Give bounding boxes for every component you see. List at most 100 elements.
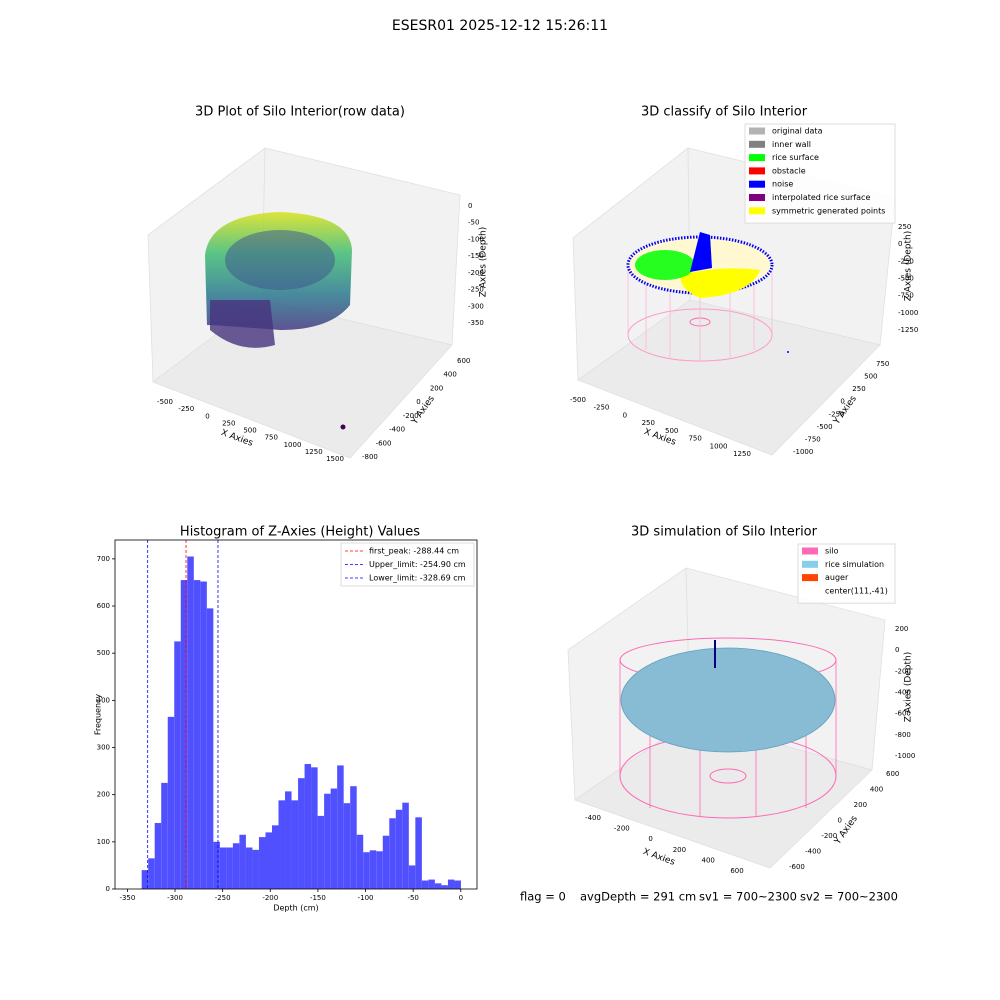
z-tick-label: 0	[898, 240, 902, 248]
x-tick-label: -350	[119, 894, 135, 902]
y-tick-label: 400	[97, 696, 110, 704]
x-tick-label: -250	[215, 894, 231, 902]
histogram-bar	[278, 800, 286, 889]
status-text: flag = 0	[520, 890, 566, 904]
y-tick-label: -200	[403, 412, 419, 420]
histogram-bar	[330, 788, 338, 889]
x-tick-label: -250	[593, 404, 609, 412]
legend-swatch	[802, 560, 818, 568]
z-tick-label: 0	[468, 202, 472, 210]
chart-title: 3D Plot of Silo Interior(row data)	[195, 105, 405, 120]
histogram-bar	[402, 802, 409, 889]
x-tick-label: 0	[623, 411, 627, 419]
x-tick-label: -500	[570, 396, 586, 404]
figure-title: ESESR01 2025-12-12 15:26:11	[392, 18, 608, 34]
y-tick-label: -750	[805, 435, 821, 443]
legend-label: Lower_limit: -328.69 cm	[369, 574, 466, 583]
legend-swatch	[749, 154, 765, 162]
legend-swatch	[749, 180, 765, 188]
x-tick-label: 1250	[733, 450, 751, 458]
z-tick-label: -1000	[895, 752, 915, 760]
y-tick-label: 100	[97, 838, 110, 846]
y-tick-label: -500	[817, 423, 833, 431]
histogram-bar	[271, 825, 279, 889]
z-tick-label: -250	[898, 257, 914, 265]
legend-swatch	[749, 140, 765, 148]
z-tick-label: -1000	[898, 309, 918, 317]
histogram-bar	[343, 803, 351, 889]
x-tick-label: -100	[358, 894, 374, 902]
z-axis-label: Z Axies (Depth)	[904, 652, 914, 723]
x-tick-label: 1000	[710, 442, 728, 450]
z-tick-label: -350	[468, 319, 484, 327]
y-tick-label: -400	[805, 848, 821, 856]
plot-frame	[114, 539, 478, 890]
histogram-bar	[454, 880, 461, 889]
histogram-bar	[161, 782, 168, 889]
histogram-bar	[285, 791, 292, 889]
histogram-bar	[298, 778, 305, 889]
z-tick-label: 0	[895, 646, 899, 654]
histogram-bar	[252, 849, 259, 889]
histogram-bar	[324, 793, 331, 889]
z-axis-label: Z Axies (Depth)	[904, 231, 914, 302]
legend-swatch	[749, 207, 765, 215]
legend-label: center(111,-41)	[825, 586, 888, 595]
histogram-bar	[180, 580, 188, 889]
y-axis-label: Frequency	[94, 694, 103, 736]
x-tick-label: -500	[157, 398, 173, 406]
x-tick-label: 600	[730, 867, 743, 875]
histogram-bar	[141, 870, 149, 889]
y-tick-label: 600	[97, 602, 110, 610]
x-tick-label: 250	[642, 419, 655, 427]
histogram-bar	[356, 834, 364, 889]
x-tick-label: 0	[205, 412, 209, 420]
histogram-bar	[265, 832, 272, 889]
histogram-bar	[154, 822, 162, 889]
y-tick-label: -400	[389, 426, 405, 434]
histogram-bar	[447, 879, 455, 889]
x-tick-label: -200	[262, 894, 278, 902]
x-tick-label: -150	[310, 894, 326, 902]
legend-label: auger	[825, 573, 849, 582]
histogram-bar	[245, 847, 253, 889]
x-tick-label: -400	[585, 814, 601, 822]
histogram-bar	[395, 809, 403, 889]
histogram-bar	[337, 765, 344, 889]
y-tick-label: -600	[789, 863, 805, 871]
legend-label: silo	[825, 547, 839, 556]
chart-title: 3D simulation of Silo Interior	[631, 525, 818, 540]
x-tick-label: 750	[265, 434, 278, 442]
x-tick-label: 200	[673, 846, 686, 854]
z-tick-label: -600	[895, 710, 911, 718]
y-tick-label: 500	[864, 373, 877, 381]
legend-label: Upper_limit: -254.90 cm	[369, 560, 466, 569]
histogram-bar	[219, 847, 227, 889]
y-tick-label: 750	[876, 360, 889, 368]
x-tick-label: -250	[178, 405, 194, 413]
legend-swatch	[749, 194, 765, 201]
z-tick-label: 250	[898, 223, 911, 231]
y-tick-label: 600	[457, 357, 470, 365]
x-tick-label: -50	[407, 894, 418, 902]
y-tick-label: 0	[838, 817, 842, 825]
z-tick-label: 200	[895, 625, 908, 633]
histogram-bar	[311, 767, 318, 889]
z-tick-label: -150	[468, 252, 484, 260]
histogram-bar	[193, 580, 201, 889]
x-tick-label: 1500	[326, 455, 344, 463]
histogram-bar	[389, 818, 396, 889]
histogram-bar	[167, 716, 175, 889]
histogram-bar	[200, 581, 207, 889]
legend-box	[340, 542, 475, 587]
legend-label: symmetric generated points	[772, 206, 885, 215]
histogram-bar	[363, 852, 370, 889]
y-tick-label: 600	[886, 770, 899, 778]
histogram-bar	[206, 608, 214, 889]
legend-box	[744, 123, 896, 224]
histogram-bar	[382, 835, 390, 889]
histogram-bar	[434, 883, 442, 889]
histogram-bar	[213, 841, 220, 889]
histogram-bar	[239, 834, 246, 889]
